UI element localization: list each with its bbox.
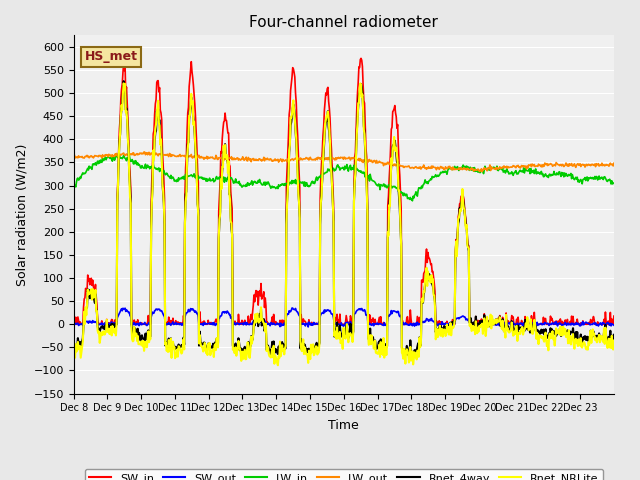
Rnet_NRLite (134, 333, 141, 339)
Title: Four-channel radiometer: Four-channel radiometer (250, 15, 438, 30)
SW_in (134, 317, 141, 323)
Rnet_4way (120, 78, 127, 84)
LW_in (113, 151, 120, 157)
SW_out (288, 305, 296, 311)
LW_in (280, 181, 288, 187)
LW_in (260, 180, 268, 185)
LW_out (478, 169, 486, 175)
SW_in (233, 321, 241, 327)
LW_out (400, 165, 408, 170)
Line: LW_out: LW_out (74, 152, 614, 172)
Rnet_NRLite (431, 304, 439, 310)
Rnet_NRLite (281, 345, 289, 351)
Rnet_NRLite (274, 362, 282, 368)
SW_in (70, 322, 78, 327)
SW_in (260, 289, 268, 295)
LW_out (431, 165, 438, 170)
LW_in (431, 173, 439, 179)
X-axis label: Time: Time (328, 419, 359, 432)
Rnet_4way (401, 349, 408, 355)
LW_out (233, 155, 241, 161)
SW_in (70, 319, 77, 325)
SW_out (305, 324, 312, 330)
SW_out (259, 321, 267, 327)
Rnet_NRLite (70, 351, 77, 357)
LW_out (140, 149, 148, 155)
Legend: SW_in, SW_out, LW_in, LW_out, Rnet_4way, Rnet_NRLite: SW_in, SW_out, LW_in, LW_out, Rnet_4way,… (84, 468, 603, 480)
Rnet_4way (260, 328, 268, 334)
LW_in (400, 191, 408, 196)
LW_in (408, 198, 416, 204)
SW_out (232, 321, 240, 326)
LW_in (233, 180, 241, 185)
Line: Rnet_NRLite: Rnet_NRLite (74, 84, 614, 365)
SW_out (70, 322, 77, 327)
Rnet_4way (431, 299, 439, 305)
LW_in (70, 182, 77, 188)
Rnet_4way (234, 347, 242, 352)
SW_out (280, 323, 287, 328)
Rnet_NRLite (401, 351, 408, 357)
Text: HS_met: HS_met (84, 50, 138, 63)
SW_in (280, 318, 288, 324)
SW_in (357, 56, 365, 61)
Rnet_4way (281, 346, 289, 352)
LW_out (610, 160, 618, 166)
Line: SW_in: SW_in (74, 59, 614, 324)
SW_out (401, 321, 408, 326)
Line: LW_in: LW_in (74, 154, 614, 201)
SW_out (431, 320, 439, 325)
LW_out (280, 158, 288, 164)
Line: Rnet_4way: Rnet_4way (74, 81, 614, 357)
Rnet_4way (70, 348, 77, 353)
SW_out (610, 323, 618, 328)
LW_in (610, 180, 618, 186)
SW_in (431, 288, 439, 294)
LW_in (134, 160, 141, 166)
Rnet_NRLite (120, 81, 127, 86)
SW_out (133, 322, 141, 328)
Rnet_4way (134, 332, 142, 338)
Line: SW_out: SW_out (74, 308, 614, 327)
Rnet_4way (70, 354, 78, 360)
Rnet_NRLite (260, 320, 268, 326)
Y-axis label: Solar radiation (W/m2): Solar radiation (W/m2) (15, 143, 28, 286)
LW_out (70, 153, 77, 159)
Rnet_NRLite (610, 338, 618, 344)
SW_in (610, 313, 618, 319)
Rnet_4way (610, 332, 618, 338)
SW_in (401, 322, 408, 327)
LW_out (260, 155, 268, 160)
LW_out (133, 151, 141, 156)
Rnet_NRLite (233, 348, 241, 353)
